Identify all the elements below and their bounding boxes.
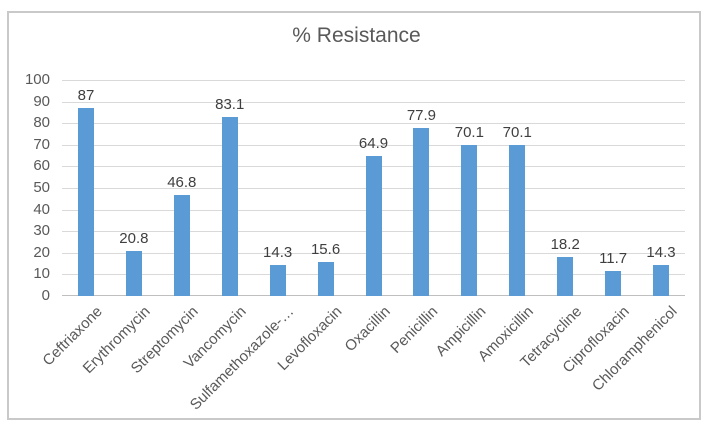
bar: [365, 155, 382, 296]
bar-value-label: 11.7: [599, 249, 628, 267]
bar-value-label: 87: [77, 87, 95, 105]
bar: [269, 265, 286, 296]
bar: [125, 251, 142, 296]
bar: [413, 127, 430, 296]
bar-value-label: 77.9: [406, 106, 437, 124]
bar: [317, 262, 334, 296]
bar-value-label: 20.8: [119, 230, 149, 248]
bar: [173, 194, 190, 296]
gridline: [62, 123, 685, 125]
bar: [509, 144, 526, 296]
bar-value-label: 70.1: [454, 123, 484, 141]
bar-value-label: 83.1: [215, 95, 245, 113]
bar-value-label: 46.8: [167, 173, 197, 191]
plot-area: 87 20.8 46.8 83.1 14.3 15.6 64.9 77.9 70.1 70.1 18…: [62, 80, 685, 296]
chart-title: % Resistance: [292, 24, 421, 47]
bar: [605, 270, 622, 296]
bar-value-label: 70.1: [502, 123, 532, 141]
gridline: [62, 80, 685, 81]
chart-frame: [7, 11, 701, 420]
bar: [461, 144, 478, 296]
bar-value-label: 14.3: [263, 244, 293, 262]
bar: [77, 108, 94, 296]
bar-value-label: 15.6: [310, 241, 341, 259]
bar-value-label: 64.9: [358, 134, 389, 152]
gridline: [62, 101, 685, 103]
bar-value-label: 18.2: [550, 235, 580, 253]
bar: [653, 265, 670, 296]
gridline: [62, 144, 685, 146]
bar: [557, 256, 574, 296]
bar-value-label: 14.3: [646, 244, 676, 262]
bar: [221, 116, 238, 296]
